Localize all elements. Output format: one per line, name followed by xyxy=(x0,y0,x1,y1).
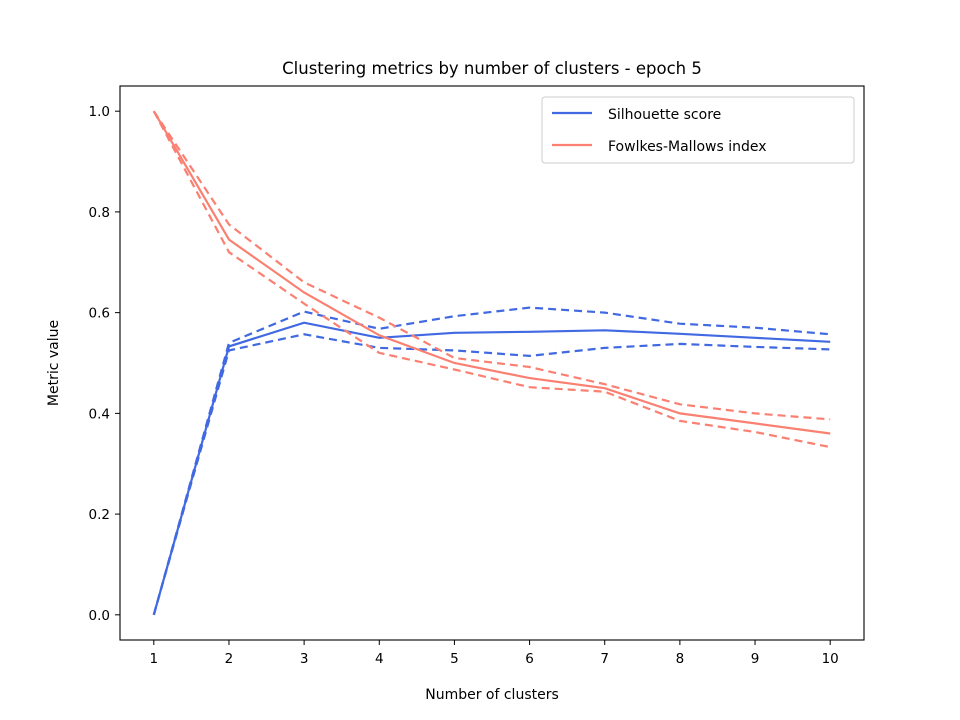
fowlkes-mallows-upper-bound-line xyxy=(152,110,831,421)
x-tick-label: 5 xyxy=(450,651,459,667)
y-tick-label: 0.2 xyxy=(89,507,110,523)
plot-area xyxy=(120,86,864,640)
x-tick-label: 4 xyxy=(375,651,384,667)
y-tick-label: 1.0 xyxy=(89,104,110,120)
silhouette-mean-line xyxy=(152,321,831,616)
x-tick-label: 3 xyxy=(300,651,309,667)
y-axis: 0.0 0.2 0.4 0.6 0.8 1.0 xyxy=(89,104,120,624)
legend-label-silhouette: Silhouette score xyxy=(608,107,721,123)
x-axis: 1 2 3 4 5 6 7 8 9 10 xyxy=(150,640,839,667)
fowlkes-mallows-lower-bound-line xyxy=(152,110,831,449)
plot-frame xyxy=(119,85,865,641)
fowlkes-mallows-mean-line xyxy=(152,110,831,435)
x-tick-label: 1 xyxy=(150,651,159,667)
x-tick-label: 10 xyxy=(822,651,839,667)
series-layer xyxy=(152,110,831,616)
silhouette-upper-bound-line xyxy=(152,306,831,616)
silhouette-lower-bound-line xyxy=(152,333,831,616)
y-axis-label: Metric value xyxy=(46,320,62,406)
y-tick-label: 0.0 xyxy=(89,608,110,624)
legend-box xyxy=(541,96,855,164)
chart-title: Clustering metrics by number of clusters… xyxy=(282,59,702,78)
y-tick-label: 0.4 xyxy=(89,406,110,422)
x-tick-label: 2 xyxy=(225,651,234,667)
y-tick-label: 0.6 xyxy=(89,306,110,322)
legend-label-fowlkes-mallows: Fowlkes-Mallows index xyxy=(608,139,767,155)
x-tick-label: 9 xyxy=(751,651,760,667)
x-axis-label: Number of clusters xyxy=(425,687,559,703)
legend: Silhouette score Fowlkes-Mallows index xyxy=(541,96,855,164)
x-tick-label: 6 xyxy=(525,651,534,667)
y-tick-label: 0.8 xyxy=(89,205,110,221)
x-tick-label: 8 xyxy=(676,651,685,667)
x-tick-label: 7 xyxy=(600,651,609,667)
